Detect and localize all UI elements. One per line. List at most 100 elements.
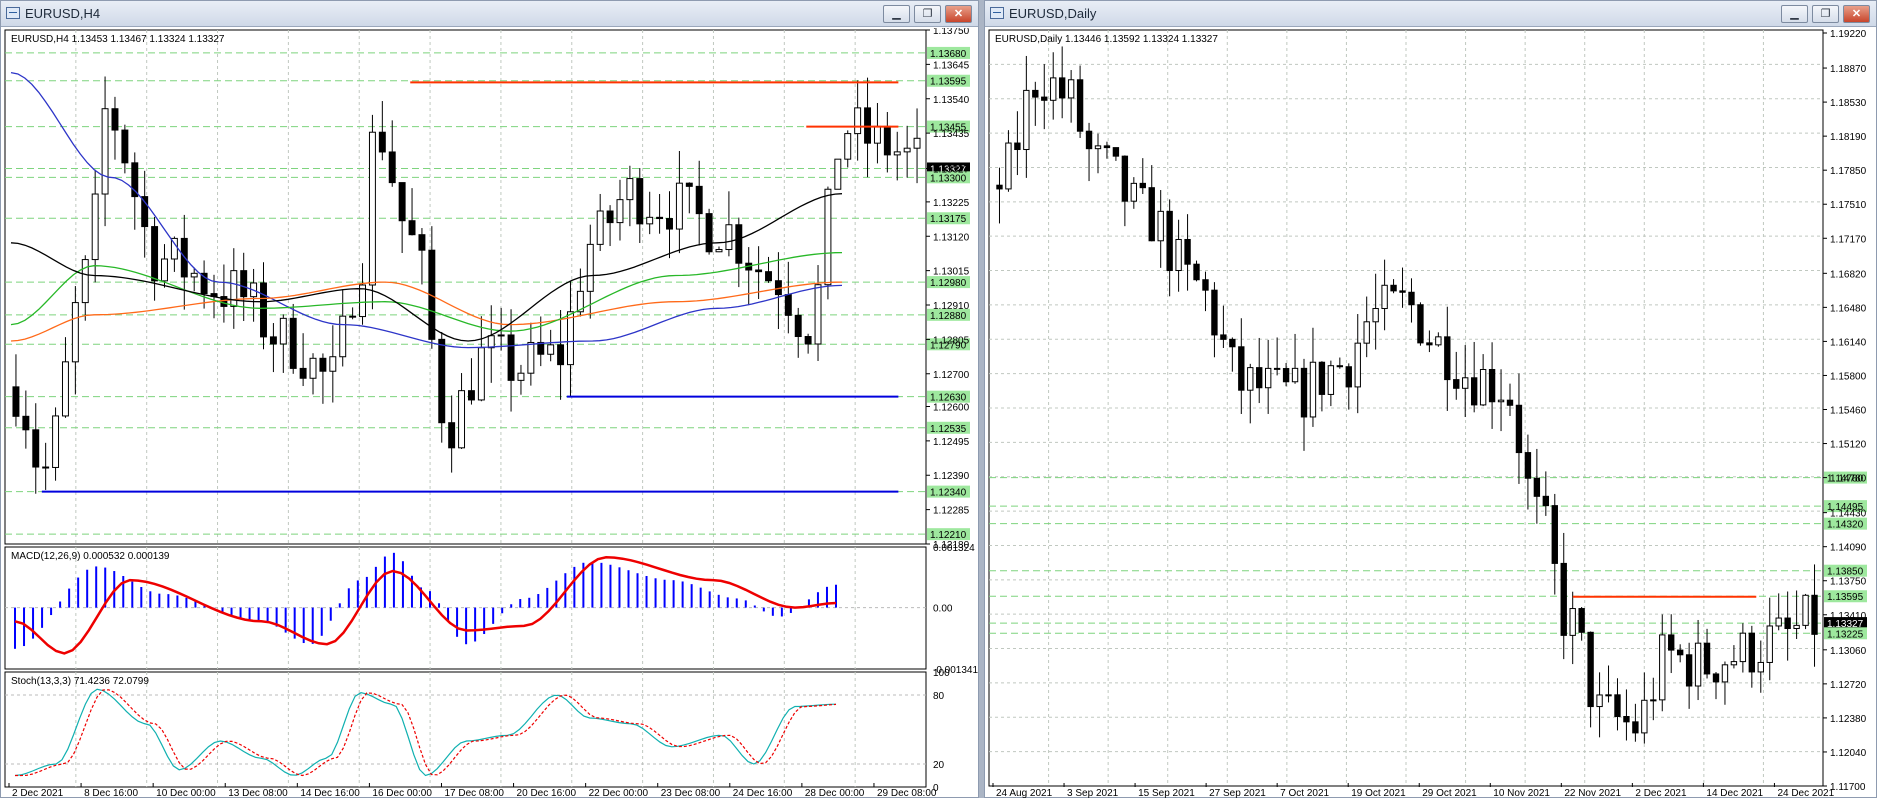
- daily-price-axis-tick-label: 1.14780: [1830, 474, 1867, 485]
- candle-body: [1381, 284, 1388, 310]
- h4-chart-window[interactable]: EURUSD,H4 ▁ ❐ ✕ 1.13680 1.13595 1.13455 1.1…: [0, 0, 979, 798]
- candle-body: [1453, 379, 1460, 389]
- candle-body: [1515, 404, 1523, 454]
- level-tag: [1824, 517, 1867, 530]
- candle-body: [883, 125, 891, 156]
- ma-black-line: [10, 193, 843, 342]
- daily-price-axis-tick-label: 1.13060: [1830, 646, 1867, 657]
- close-button[interactable]: ✕: [1843, 5, 1870, 23]
- minimize-button[interactable]: ▁: [883, 5, 910, 23]
- candle-body: [656, 216, 664, 220]
- candle-body: [804, 336, 812, 345]
- daily-price-axis-tick-label: 1.12040: [1830, 748, 1867, 759]
- h4-header: EURUSD,H4 1.13453 1.13467 1.13324 1.1332…: [11, 34, 225, 45]
- candle-body: [1193, 263, 1200, 281]
- candle-body: [1426, 342, 1433, 346]
- candle-body: [1605, 694, 1612, 697]
- daily-time-axis-label: 7 Oct 2021: [1280, 788, 1329, 798]
- candle-body: [1757, 661, 1764, 673]
- candle-body: [755, 269, 763, 273]
- daily-chart-area[interactable]: 1.14780 1.14495 1.14320 1.13850 1.13595 1.133…: [985, 28, 1876, 798]
- close-button[interactable]: ✕: [945, 5, 972, 23]
- stoch-header: Stoch(13,3,3) 71.4236 72.0799: [11, 676, 149, 687]
- candle-body: [1802, 594, 1809, 626]
- candle-body: [32, 429, 40, 468]
- candle-body: [418, 234, 426, 251]
- candle-body: [1488, 368, 1496, 403]
- h4-price-axis-tick-label: 1.13540: [933, 95, 970, 106]
- candle-body: [537, 341, 545, 355]
- daily-chart-window[interactable]: EURUSD,Daily ▁ ❐ ✕ 1.14780 1.14495 1.14320…: [984, 0, 1877, 798]
- candle-body: [1703, 642, 1711, 675]
- candle-body: [705, 213, 713, 253]
- level-tag-label: 1.12340: [930, 488, 967, 499]
- candle-body: [1811, 594, 1818, 635]
- candle-body: [1005, 142, 1012, 190]
- level-tag-label: 1.13595: [1827, 592, 1864, 603]
- candle-body: [1524, 452, 1532, 479]
- candle-body: [1076, 79, 1084, 132]
- h4-price-axis-tick-label: 1.13120: [933, 232, 970, 243]
- candle-body: [329, 356, 337, 372]
- candle-body: [161, 258, 168, 282]
- candle-body: [1623, 716, 1630, 723]
- daily-window-title: EURUSD,Daily: [1009, 6, 1097, 21]
- h4-time-axis-label: 29 Dec 08:00: [877, 788, 937, 798]
- level-tag: [927, 171, 970, 184]
- candle-body: [1650, 699, 1657, 702]
- candle-body: [1363, 321, 1370, 344]
- candle-body: [368, 131, 376, 286]
- candle-body: [1408, 291, 1415, 306]
- candle-body: [854, 107, 862, 135]
- h4-price-axis-tick-label: 1.12390: [933, 471, 970, 482]
- daily-price-axis-tick-label: 1.11700: [1830, 782, 1866, 793]
- candle-body: [497, 334, 505, 337]
- candle-body: [289, 317, 297, 369]
- candle-body: [1336, 365, 1344, 368]
- minimize-button[interactable]: ▁: [1781, 5, 1808, 23]
- candle-body: [1220, 334, 1227, 340]
- candle-body: [1390, 284, 1397, 292]
- level-tag: [1824, 590, 1867, 603]
- candle-body: [1041, 96, 1048, 101]
- candle-body: [1444, 336, 1451, 381]
- candle-body: [487, 335, 495, 349]
- candle-body: [695, 185, 703, 215]
- candle-body: [1668, 634, 1675, 651]
- h4-time-axis-label: 14 Dec 16:00: [300, 788, 360, 798]
- h4-time-axis-label: 20 Dec 16:00: [517, 788, 577, 798]
- level-tag-label: 1.13850: [1827, 567, 1864, 578]
- daily-time-axis-label: 2 Dec 2021: [1635, 788, 1687, 798]
- daily-price-axis-tick-label: 1.16480: [1830, 303, 1867, 314]
- restore-button[interactable]: ❐: [914, 5, 941, 23]
- level-tag: [927, 308, 970, 321]
- restore-button[interactable]: ❐: [1812, 5, 1839, 23]
- candle-body: [1112, 147, 1120, 157]
- daily-price-axis-tick-label: 1.13410: [1830, 611, 1867, 622]
- candle-body: [1784, 617, 1791, 630]
- candle-body: [547, 344, 555, 355]
- candle-body: [844, 133, 852, 160]
- level-tag-label: 1.12980: [930, 278, 967, 289]
- candle-body: [735, 224, 743, 264]
- h4-price-axis-tick-label: 1.13645: [933, 60, 970, 71]
- candle-body: [1121, 155, 1129, 202]
- level-tag-label: 1.13455: [930, 123, 967, 134]
- candle-body: [448, 422, 456, 449]
- h4-titlebar[interactable]: EURUSD,H4 ▁ ❐ ✕: [1, 1, 978, 27]
- h4-time-axis-label: 17 Dec 08:00: [444, 788, 504, 798]
- daily-titlebar[interactable]: EURUSD,Daily ▁ ❐ ✕: [985, 1, 1876, 27]
- candle-body: [12, 386, 20, 417]
- level-tag-label: 1.13327: [1827, 619, 1864, 630]
- candle-body: [1014, 142, 1021, 151]
- candle-body: [864, 107, 872, 144]
- h4-price-axis-tick-label: 1.12805: [933, 335, 970, 346]
- macd-tick-label: 0.00: [933, 604, 953, 615]
- level-tag: [927, 74, 970, 87]
- candle-body: [1399, 290, 1406, 293]
- candle-body: [1300, 367, 1308, 418]
- candle-body: [398, 182, 406, 222]
- level-tag-label: 1.13300: [930, 173, 967, 184]
- candle-body: [111, 108, 119, 131]
